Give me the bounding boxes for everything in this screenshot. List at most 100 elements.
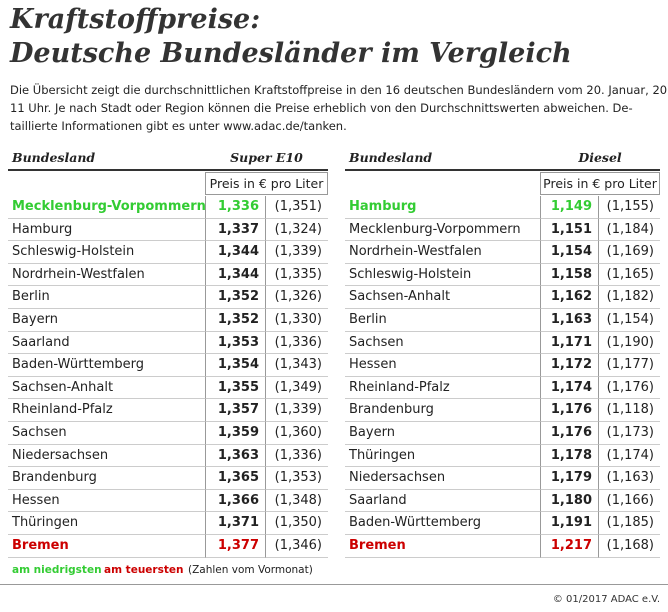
state-name: Hessen — [8, 490, 205, 513]
previous-price: (1,336) — [265, 331, 328, 355]
previous-price: (1,177) — [598, 354, 660, 377]
price: 1,217 — [540, 535, 598, 558]
price: 1,352 — [205, 309, 265, 332]
price: 1,377 — [205, 535, 265, 558]
previous-price: (1,163) — [598, 467, 660, 490]
state-name: Bayern — [8, 309, 205, 332]
price: 1,353 — [205, 331, 265, 355]
price: 1,337 — [205, 218, 265, 242]
price: 1,176 — [540, 399, 598, 422]
previous-price: (1,335) — [265, 263, 328, 287]
state-name: Rheinland-Pfalz — [345, 377, 540, 400]
price: 1,359 — [205, 422, 265, 445]
state-name: Berlin — [345, 309, 540, 332]
price: 1,352 — [205, 286, 265, 309]
state-name: Saarland — [8, 332, 205, 355]
column-header: Diesel — [578, 150, 622, 165]
price: 1,344 — [205, 241, 265, 264]
intro: 11 Uhr. Je nach Stadt oder Region können… — [10, 101, 633, 115]
footer: © 01/2017 ADAC e.V. — [552, 594, 660, 605]
state-name: Thüringen — [8, 512, 205, 535]
title: Deutsche Bundesländer im Vergleich — [10, 38, 572, 69]
state-name: Berlin — [8, 286, 205, 309]
state-name: Baden-Württemberg — [8, 354, 205, 377]
previous-price: (1,360) — [265, 422, 328, 445]
previous-price: (1,169) — [598, 241, 660, 264]
previous-price: (1,165) — [598, 263, 660, 287]
state-name: Sachsen-Anhalt — [8, 377, 205, 400]
state-name: Hessen — [345, 354, 540, 377]
price: 1,344 — [205, 263, 265, 287]
price: 1,176 — [540, 422, 598, 445]
unit-header: Preis in € pro Liter — [540, 172, 660, 195]
state-name: Bremen — [8, 535, 205, 558]
previous-price: (1,166) — [598, 489, 660, 513]
price: 1,363 — [205, 444, 265, 468]
state-name: Rheinland-Pfalz — [8, 399, 205, 422]
state-name: Sachsen — [8, 422, 205, 445]
previous-price: (1,174) — [598, 444, 660, 468]
column-header: Super E10 — [230, 150, 303, 165]
legend-highest: am teuersten — [104, 564, 184, 576]
state-name: Sachsen-Anhalt — [345, 286, 540, 309]
state-name: Saarland — [345, 490, 540, 513]
price: 1,162 — [540, 286, 598, 309]
previous-price: (1,154) — [598, 309, 660, 332]
price: 1,355 — [205, 376, 265, 400]
price: 1,365 — [205, 467, 265, 490]
price: 1,163 — [540, 309, 598, 332]
price: 1,179 — [540, 467, 598, 490]
state-name: Brandenburg — [345, 399, 540, 422]
state-name: Mecklenburg-Vorpommern — [345, 219, 540, 242]
intro: Die Übersicht zeigt die durchschnittlich… — [10, 83, 668, 97]
state-name: Hamburg — [345, 196, 540, 219]
previous-price: (1,336) — [265, 444, 328, 468]
state-name: Bayern — [345, 422, 540, 445]
price: 1,151 — [540, 218, 598, 242]
previous-price: (1,168) — [598, 535, 660, 558]
previous-price: (1,185) — [598, 512, 660, 535]
price: 1,154 — [540, 241, 598, 264]
previous-price: (1,353) — [265, 467, 328, 490]
price: 1,178 — [540, 444, 598, 468]
state-name: Thüringen — [345, 445, 540, 468]
previous-price: (1,346) — [265, 535, 328, 558]
unit-header: Preis in € pro Liter — [205, 172, 328, 195]
state-name: Sachsen — [345, 332, 540, 355]
state-name: Niedersachsen — [345, 467, 540, 490]
state-name: Schleswig-Holstein — [8, 241, 205, 264]
column-header: Bundesland — [349, 150, 433, 165]
price: 1,191 — [540, 512, 598, 535]
previous-price: (1,330) — [265, 309, 328, 332]
state-name: Baden-Württemberg — [345, 512, 540, 535]
column-header: Bundesland — [12, 150, 96, 165]
previous-price: (1,184) — [598, 218, 660, 242]
state-name: Nordrhein-Westfalen — [345, 241, 540, 264]
price: 1,180 — [540, 489, 598, 513]
previous-price: (1,118) — [598, 399, 660, 422]
price: 1,357 — [205, 399, 265, 422]
previous-price: (1,326) — [265, 286, 328, 309]
state-name: Niedersachsen — [8, 445, 205, 468]
state-name: Schleswig-Holstein — [345, 264, 540, 287]
previous-price: (1,348) — [265, 489, 328, 513]
previous-price: (1,176) — [598, 376, 660, 400]
previous-price: (1,339) — [265, 241, 328, 264]
price: 1,371 — [205, 512, 265, 535]
previous-price: (1,324) — [265, 218, 328, 242]
previous-price: (1,350) — [265, 512, 328, 535]
price: 1,172 — [540, 354, 598, 377]
state-name: Hamburg — [8, 219, 205, 242]
state-name: Brandenburg — [8, 467, 205, 490]
divider — [0, 584, 668, 585]
legend-note: (Zahlen vom Vormonat) — [188, 564, 313, 576]
intro: taillierte Informationen gibt es unter w… — [10, 119, 347, 133]
previous-price: (1,349) — [265, 376, 328, 400]
price: 1,171 — [540, 331, 598, 355]
previous-price: (1,351) — [265, 196, 328, 219]
previous-price: (1,339) — [265, 399, 328, 422]
header-rule — [8, 169, 328, 171]
state-name: Bremen — [345, 535, 540, 558]
price: 1,174 — [540, 376, 598, 400]
